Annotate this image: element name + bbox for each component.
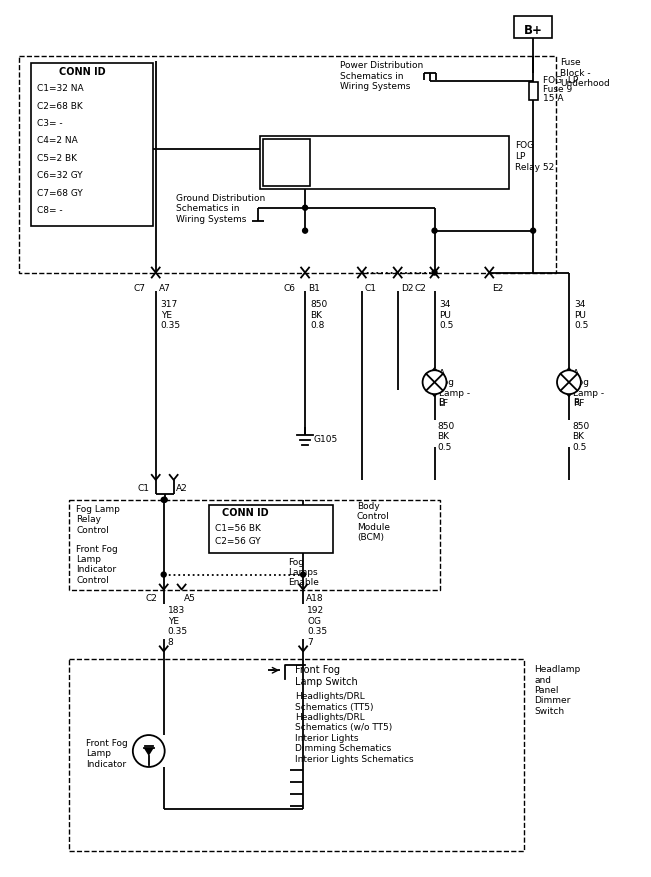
Bar [69, 660, 524, 851]
Text: C5=2 BK: C5=2 BK [37, 153, 77, 163]
Circle shape [301, 572, 305, 577]
Text: 34
PU
0.5: 34 PU 0.5 [574, 301, 589, 331]
Bar [69, 500, 439, 589]
Text: A7: A7 [159, 284, 171, 294]
Text: Fuse
Block -
Underhood: Fuse Block - Underhood [560, 58, 610, 88]
Text: CONN ID: CONN ID [223, 508, 269, 517]
Text: B1: B1 [308, 284, 320, 294]
Circle shape [557, 370, 581, 394]
Text: C1: C1 [365, 284, 377, 294]
Text: Power Distribution
Schematics in
Wiring Systems: Power Distribution Schematics in Wiring … [340, 61, 423, 91]
Text: CONN ID: CONN ID [59, 68, 105, 77]
Text: Front Fog
Lamp Switch: Front Fog Lamp Switch [295, 666, 358, 687]
Text: LP: LP [515, 152, 525, 160]
Text: B+: B+ [523, 24, 542, 37]
Text: FOG: FOG [515, 141, 534, 150]
Text: Relay 52: Relay 52 [515, 163, 555, 172]
Text: Fog Lamp
Relay
Control: Fog Lamp Relay Control [76, 505, 120, 535]
Text: D2: D2 [400, 284, 413, 294]
Circle shape [432, 270, 437, 275]
Text: Headlamp
and
Panel
Dimmer
Switch: Headlamp and Panel Dimmer Switch [534, 666, 580, 716]
Bar [514, 17, 552, 39]
Bar [31, 63, 153, 225]
Text: Fog
Lamp -
RF: Fog Lamp - RF [573, 378, 604, 408]
Text: 192
OG
0.35
7: 192 OG 0.35 7 [307, 607, 327, 646]
Text: C7=68 GY: C7=68 GY [37, 189, 83, 198]
Circle shape [303, 205, 307, 210]
Text: A: A [439, 369, 445, 378]
Text: 850
BK
0.5: 850 BK 0.5 [572, 422, 589, 452]
Text: 15 A: 15 A [543, 94, 564, 103]
Text: FOG  LP: FOG LP [543, 76, 578, 85]
Text: 34
PU
0.5: 34 PU 0.5 [439, 301, 454, 331]
Text: A2: A2 [176, 484, 187, 493]
Text: Headlights/DRL
Schematics (TT5)
Headlights/DRL
Schematics (w/o TT5)
Interior Lig: Headlights/DRL Schematics (TT5) Headligh… [295, 692, 414, 764]
Bar [263, 139, 310, 186]
Circle shape [422, 370, 447, 394]
Text: 850
BK
0.8: 850 BK 0.8 [310, 301, 327, 331]
Text: B: B [439, 398, 445, 407]
Text: C1: C1 [138, 484, 150, 493]
Text: Fuse 9: Fuse 9 [543, 85, 572, 94]
Text: C4=2 NA: C4=2 NA [37, 137, 78, 146]
Text: Fog
Lamp -
LF: Fog Lamp - LF [439, 378, 469, 408]
Text: G105: G105 [313, 435, 337, 444]
Circle shape [531, 228, 536, 233]
Bar [529, 82, 538, 100]
Text: B: B [573, 398, 579, 407]
Text: C6=32 GY: C6=32 GY [37, 171, 83, 181]
Circle shape [161, 497, 166, 503]
Text: C8= -: C8= - [37, 206, 63, 215]
Text: Front Fog
Lamp
Indicator
Control: Front Fog Lamp Indicator Control [76, 545, 118, 585]
Text: C2: C2 [146, 594, 158, 602]
Text: C2: C2 [415, 284, 426, 294]
Text: 850
BK
0.5: 850 BK 0.5 [437, 422, 455, 452]
Text: E2: E2 [492, 284, 503, 294]
Circle shape [303, 228, 307, 233]
Text: A: A [573, 369, 579, 378]
Polygon shape [144, 748, 154, 756]
Circle shape [161, 572, 166, 577]
Circle shape [162, 497, 167, 503]
Text: C1=56 BK: C1=56 BK [215, 524, 261, 532]
Text: A5: A5 [184, 594, 195, 602]
Text: Front Fog
Lamp
Indicator: Front Fog Lamp Indicator [86, 739, 128, 769]
Bar [20, 56, 556, 273]
Text: 183
YE
0.35
8: 183 YE 0.35 8 [168, 607, 187, 646]
Text: Body
Control
Module
(BCM): Body Control Module (BCM) [357, 502, 390, 542]
Circle shape [432, 228, 437, 233]
Text: 317
YE
0.35: 317 YE 0.35 [161, 301, 181, 331]
Text: Fog
Lamps
Enable: Fog Lamps Enable [288, 558, 319, 588]
Text: C2=56 GY: C2=56 GY [215, 537, 261, 545]
Circle shape [133, 735, 165, 767]
Text: C3= -: C3= - [37, 119, 63, 128]
Text: C6: C6 [283, 284, 295, 294]
Text: C2=68 BK: C2=68 BK [37, 102, 83, 111]
Text: Ground Distribution
Schematics in
Wiring Systems: Ground Distribution Schematics in Wiring… [176, 194, 265, 224]
Bar [208, 505, 333, 553]
Bar [260, 136, 509, 189]
Text: C1=32 NA: C1=32 NA [37, 84, 84, 93]
Text: C7: C7 [134, 284, 146, 294]
Text: A18: A18 [306, 594, 324, 602]
